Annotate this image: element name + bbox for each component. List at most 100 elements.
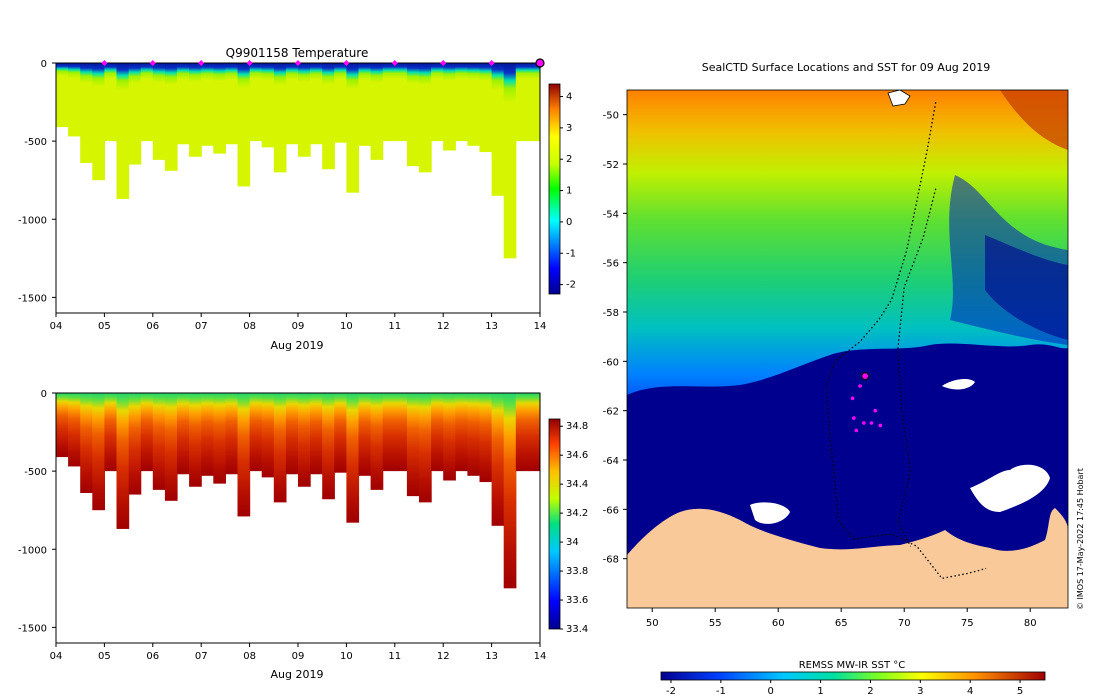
profile-column [56,63,69,128]
sst-field [627,90,1068,608]
x-tick-label: 14 [534,321,547,332]
seal-track [825,102,987,580]
x-tick-label: 04 [50,651,63,662]
profile-column [285,63,299,145]
profile-marker [198,60,205,66]
y-tick-label: -500 [24,467,47,478]
profile-marker [391,60,398,66]
profile-column [237,63,251,187]
y-tick-label: -500 [24,137,47,148]
profile-column [152,393,166,490]
profile-column [56,393,69,458]
colorbar-tick-label: 34.4 [566,479,588,490]
lon-tick-label: 55 [709,618,722,629]
lat-tick-label: -56 [603,259,619,270]
profile-column [140,63,154,142]
lat-tick-label: -64 [603,456,619,467]
profile-column [92,63,105,181]
profile-location [862,421,866,425]
profile-column [68,393,81,467]
profile-marker [149,60,156,66]
sst-tick-label: -1 [716,686,726,697]
y-tick-label: 0 [41,389,47,400]
x-tick-label: 06 [146,321,159,332]
colorbar-tick-label: 3 [566,123,572,134]
lat-tick-label: -54 [603,209,619,220]
warm-patch [1000,90,1068,150]
profile-column [261,63,275,148]
profile-column [334,63,347,143]
profile-column [298,63,311,157]
x-tick-label: 06 [146,651,159,662]
profile-column [128,63,142,165]
profile-column [273,393,287,503]
colorbar-tick-label: -1 [566,248,576,259]
x-tick-label: 09 [292,651,305,662]
profile-marker [440,60,447,66]
track-line [825,102,987,580]
profile-column [164,63,178,171]
sea-ice-1 [942,379,975,390]
x-tick-label: 05 [98,651,111,662]
profile-column [358,63,372,146]
colorbar-tick-label: 1 [566,186,572,197]
x-tick-label: 14 [534,651,547,662]
temperature-profile-markers [101,58,545,68]
latest-location [861,372,870,381]
profile-column [116,63,130,199]
profile-column [419,63,432,173]
lon-tick-label: 70 [898,618,911,629]
y-tick-label: -1000 [18,215,47,226]
profile-column [346,393,360,523]
profile-column [116,393,130,529]
sst-tick-label: 2 [867,686,873,697]
lat-tick-label: -68 [603,555,619,566]
profile-column [394,393,408,472]
salinity-heatmap [56,393,540,589]
profile-location [858,384,862,388]
sst-tick-label: 5 [1017,686,1023,697]
profile-column [92,393,105,511]
profile-column [310,393,323,475]
antarctic-land [627,508,1068,608]
profile-column [515,63,529,142]
x-tick-label: 11 [388,321,401,332]
colorbar-tick-label: 4 [566,92,572,103]
lat-tick-label: -50 [603,111,619,122]
profile-location [852,416,856,420]
profile-column [68,63,81,137]
x-tick-label: 12 [437,651,450,662]
profile-column [298,393,311,487]
cold-core-east [985,235,1068,340]
x-tick-label: 07 [195,651,208,662]
profile-column [140,393,154,472]
profile-column [431,63,444,142]
profile-column [177,393,190,475]
profile-column [213,393,226,484]
profile-column [249,63,263,142]
profile-column [491,63,505,196]
sea-ice-3 [750,502,790,524]
profile-column [479,393,493,483]
profile-column [177,63,190,145]
x-tick-label: 08 [243,651,256,662]
lon-tick-label: 80 [1024,618,1037,629]
profile-location [854,428,859,433]
profile-location [869,421,874,425]
x-tick-label: 12 [437,321,450,332]
colorbar-tick-label: 0 [566,217,572,228]
profile-column [479,63,493,153]
profile-column [322,393,335,500]
profile-column [322,63,335,170]
island [887,90,911,107]
profile-column [443,63,456,151]
x-tick-label: 13 [485,651,498,662]
profile-column [358,393,372,476]
profile-marker [488,60,495,66]
profile-column [491,393,505,526]
profile-column [431,393,444,472]
salinity-colorbar-ticks: 34.8 34.6 34.4 34.2 34 33.8 33.6 33.4 [560,421,588,635]
profile-location [878,423,883,428]
track-line [897,188,937,547]
temperature-x-axis: 04 05 06 07 08 09 10 11 12 13 14 [50,313,547,332]
